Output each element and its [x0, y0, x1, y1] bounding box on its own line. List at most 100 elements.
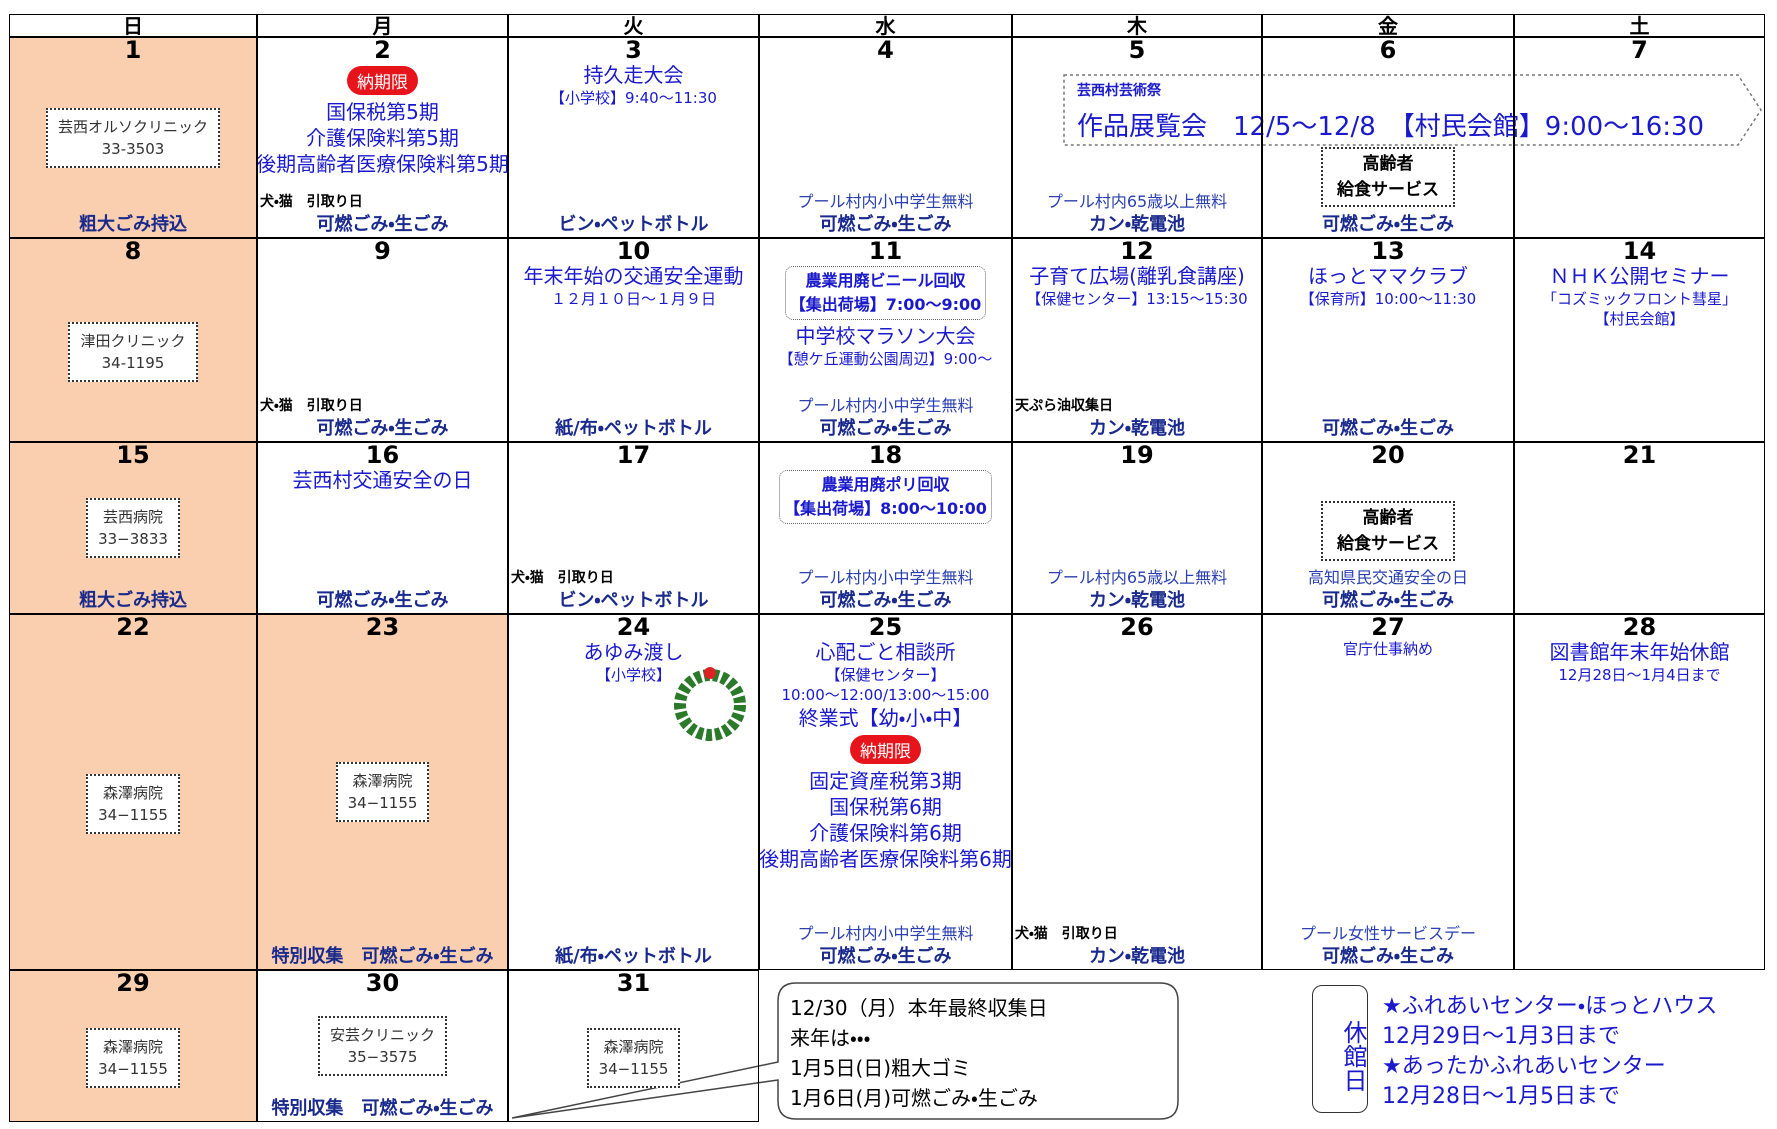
event-detail: 【保健センター】	[825, 666, 946, 684]
service-box: 高齢者 給食サービス	[1321, 147, 1455, 207]
clinic-box: 森澤病院 34−1155	[86, 774, 180, 834]
date: 18	[868, 442, 903, 469]
clinic-line: 芸西オルソクリニック	[57, 117, 208, 136]
closed-lines: ★ふれあいセンター・ほっとハウス 12月29日〜1月3日まで ★あったかふれあいセン…	[1382, 992, 1717, 1112]
clinic-line: 森澤病院	[102, 784, 163, 802]
cell-top: 17	[509, 443, 758, 467]
cell-bottom: 天ぷら油収集日 カン・乾電池	[1013, 395, 1261, 441]
weekday-header: 水	[759, 14, 1012, 37]
closed-line: 12月29日〜1月3日まで	[1382, 1024, 1620, 1049]
event: 介護保険料第6期	[809, 821, 962, 845]
date: 8	[124, 238, 142, 265]
cell-bottom: 高齢者 給食サービス 高知県民交通安全の日 可燃ごみ・生ごみ	[1263, 501, 1513, 613]
event: 芸西村交通安全の日	[292, 468, 473, 492]
cell-top: 28 図書館年末年始休館 12月28日〜1月4日まで	[1515, 615, 1764, 685]
day-cell: 23 森澤病院 34−1155 特別収集 可燃ごみ・生ごみ	[257, 614, 508, 970]
event: 心配ごと相談所	[815, 640, 956, 664]
clinic-line: 34-1195	[101, 354, 165, 372]
day-cell: 16 芸西村交通安全の日 可燃ごみ・生ごみ	[257, 442, 508, 614]
note: 天ぷら油収集日	[1015, 398, 1113, 414]
clinic-line: 津田クリニック	[80, 332, 186, 350]
clinic-line: 34−1155	[598, 1060, 669, 1078]
day-cell: 24 あゆみ渡し 【小学校】 紙/布・ペットボトル	[508, 614, 759, 970]
garbage-day: 可燃ごみ・生ごみ	[1321, 214, 1455, 235]
cell-top: 12 子育て広場(離乳食講座) 【保健センター】13:15〜15:30	[1013, 239, 1261, 309]
garbage-day: 可燃ごみ・生ごみ	[316, 418, 449, 439]
service-line: 高齢者	[1362, 154, 1414, 174]
clinic-box: 森澤病院 34−1155	[335, 762, 430, 822]
cell-top: 14 ＮＨＫ公開セミナー 「コズミックフロント彗星」 【村民会館】	[1515, 239, 1764, 329]
event: 年末年始の交通安全運動	[523, 264, 744, 288]
due-badge: 納期限	[347, 66, 418, 95]
day-cell: 25 心配ごと相談所 【保健センター】 10:00〜12:00/13:00〜15:00…	[759, 614, 1012, 970]
due-badge: 納期限	[850, 735, 921, 764]
clinic-box: 芸西オルソクリニック 33-3503	[45, 107, 220, 168]
cell-top: 8	[10, 239, 256, 263]
cell-bottom: 犬・猫 引取り日 可燃ごみ・生ごみ	[258, 395, 507, 441]
garbage-day: 紙/布・ペットボトル	[555, 418, 712, 439]
date: 15	[116, 442, 150, 469]
weekday-header: 金	[1262, 14, 1514, 37]
garbage-day: 可燃ごみ・生ごみ	[819, 214, 952, 235]
banner-title: 作品展覧会 12/5〜12/8 【村民会館】9:00〜16:30	[1077, 112, 1705, 142]
date: 4	[877, 37, 894, 64]
cell-bottom: 特別収集 可燃ごみ・生ごみ	[258, 945, 507, 969]
cell-top: 31	[509, 971, 758, 995]
cell-middle: 森澤病院 34−1155	[10, 639, 256, 969]
cell-middle	[1263, 309, 1513, 417]
date: 7	[1631, 37, 1648, 64]
event: 図書館年末年始休館	[1549, 640, 1730, 664]
date: 22	[116, 614, 150, 641]
date: 17	[616, 442, 651, 469]
event-banner: 芸西村芸術祭 作品展覧会 12/5〜12/8 【村民会館】9:00〜16:30	[1063, 74, 1763, 146]
clinic-box: 津田クリニック 34-1195	[68, 322, 198, 382]
garbage-day: 可燃ごみ・生ごみ	[1321, 590, 1455, 611]
garbage-day: 可燃ごみ・生ごみ	[819, 418, 952, 439]
cell-top: 23	[258, 615, 507, 639]
day-cell: 10 年末年始の交通安全運動 １２月１０日〜１月９日 紙/布・ペットボトル	[508, 238, 759, 442]
cell-bottom: 粗大ごみ持込	[10, 589, 256, 613]
cell-top: 26	[1013, 615, 1261, 639]
cell-middle	[1263, 659, 1513, 923]
clinic-line: 34−1155	[98, 1060, 168, 1078]
cell-middle	[1263, 467, 1513, 501]
date: 28	[1622, 614, 1657, 641]
garbage-day: カン・乾電池	[1088, 946, 1186, 967]
cell-top: 18 農業用廃ポリ回収 【集出荷場】8:00〜10:00	[760, 443, 1011, 527]
clinic-line: 34−1155	[347, 794, 418, 812]
cell-top: 3 持久走大会 【小学校】9:40〜11:30	[509, 38, 758, 108]
cell-top: 29	[10, 971, 256, 995]
cell-middle	[760, 62, 1011, 191]
clinic-box: 森澤病院 34−1155	[586, 1028, 681, 1088]
cell-middle	[258, 493, 507, 589]
cell-middle	[1013, 467, 1261, 567]
event-box: 農業用廃ビニール回収 【集出荷場】7:00〜9:00	[784, 266, 987, 320]
cell-middle	[1515, 685, 1764, 969]
event-box-line: 農業用廃ビニール回収	[805, 271, 966, 290]
clinic-line: 34−1155	[98, 806, 168, 824]
day-cell: 8 津田クリニック 34-1195	[9, 238, 257, 442]
date: 24	[616, 614, 651, 641]
note: プール村内小中学生無料	[797, 924, 974, 943]
banner-frame	[1063, 74, 1762, 146]
event: 介護保険料第5期	[306, 126, 459, 150]
event-detail: 【小学校】	[595, 666, 671, 684]
callout-line: 1月5日(日)粗大ゴミ	[790, 1056, 972, 1080]
cell-middle	[760, 872, 1011, 923]
weekday-header: 日	[9, 14, 257, 37]
clinic-box: 森澤病院 34−1155	[86, 1028, 180, 1088]
date: 19	[1120, 442, 1154, 469]
event: 後期高齢者医療保険料第6期	[759, 847, 1012, 871]
note: プール村内65歳以上無料	[1046, 568, 1228, 587]
event: あゆみ渡し	[583, 640, 684, 664]
garbage-day: ビン・ペットボトル	[558, 590, 709, 611]
day-cell: 21	[1514, 442, 1765, 614]
day-cell: 4 プール村内小中学生無料 可燃ごみ・生ごみ	[759, 37, 1012, 238]
day-cell: 20 高齢者 給食サービス 高知県民交通安全の日 可燃ごみ・生ごみ	[1262, 442, 1514, 614]
garbage-day: 可燃ごみ・生ごみ	[1321, 418, 1455, 439]
cell-middle	[1515, 62, 1764, 237]
day-cell: 5 プール村内65歳以上無料 カン・乾電池	[1012, 37, 1262, 238]
cell-top: 22	[10, 615, 256, 639]
cell-middle: 芸西オルソクリニック 33-3503	[10, 62, 256, 213]
